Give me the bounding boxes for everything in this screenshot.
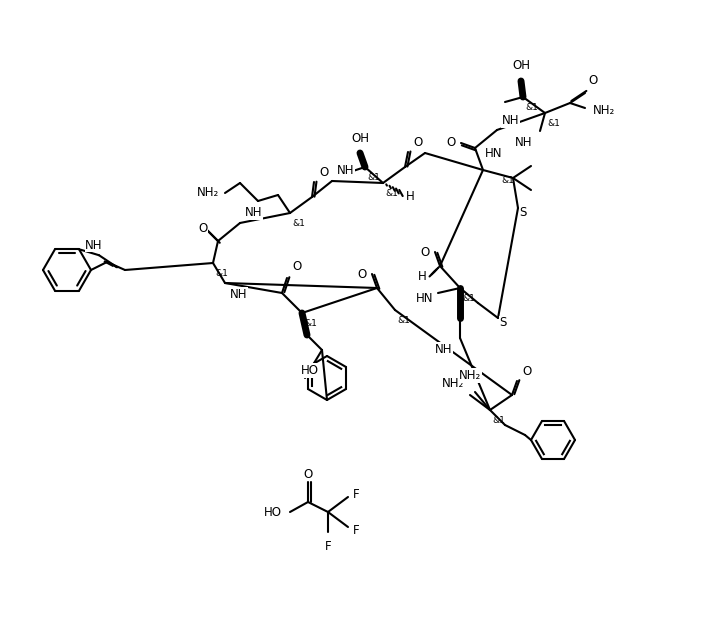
Text: F: F [353, 487, 360, 500]
Text: NH₂: NH₂ [593, 105, 615, 118]
Text: O: O [588, 74, 597, 87]
Text: O: O [447, 136, 456, 149]
Text: S: S [499, 316, 507, 329]
Text: &1: &1 [367, 173, 380, 182]
Text: HO: HO [264, 505, 282, 518]
Text: &1: &1 [304, 319, 317, 328]
Text: HN: HN [485, 147, 503, 160]
Text: HO: HO [301, 364, 319, 377]
Text: O: O [292, 260, 301, 273]
Text: NH: NH [245, 206, 262, 219]
Text: O: O [522, 365, 531, 378]
Text: O: O [199, 223, 208, 236]
Text: &1: &1 [492, 416, 505, 425]
Text: OH: OH [351, 132, 369, 145]
Text: H: H [418, 270, 427, 283]
Text: F: F [325, 540, 331, 553]
Text: &1: &1 [397, 316, 410, 325]
Text: &1: &1 [292, 219, 305, 228]
Text: O: O [413, 136, 422, 149]
Text: NH₂: NH₂ [459, 369, 481, 382]
Text: O: O [358, 267, 367, 280]
Text: &1: &1 [501, 176, 514, 185]
Text: H: H [406, 190, 414, 203]
Text: NH: NH [502, 114, 520, 127]
Text: NH: NH [515, 136, 532, 149]
Text: NH₂: NH₂ [442, 377, 464, 390]
Text: &1: &1 [215, 269, 228, 278]
Text: &1: &1 [462, 294, 475, 303]
Text: &1: &1 [525, 103, 538, 112]
Text: O: O [319, 166, 328, 179]
Text: O: O [303, 467, 313, 481]
Text: NH₂: NH₂ [196, 187, 219, 200]
Text: HN: HN [415, 291, 433, 304]
Text: &1: &1 [547, 119, 560, 128]
Text: NH: NH [435, 343, 452, 356]
Text: S: S [519, 206, 527, 219]
Text: OH: OH [512, 59, 530, 72]
Text: O: O [421, 246, 430, 259]
Text: NH: NH [230, 288, 247, 301]
Text: &1: &1 [385, 189, 398, 198]
Text: NH: NH [85, 239, 103, 252]
Text: NH: NH [337, 164, 354, 177]
Text: F: F [353, 523, 360, 536]
